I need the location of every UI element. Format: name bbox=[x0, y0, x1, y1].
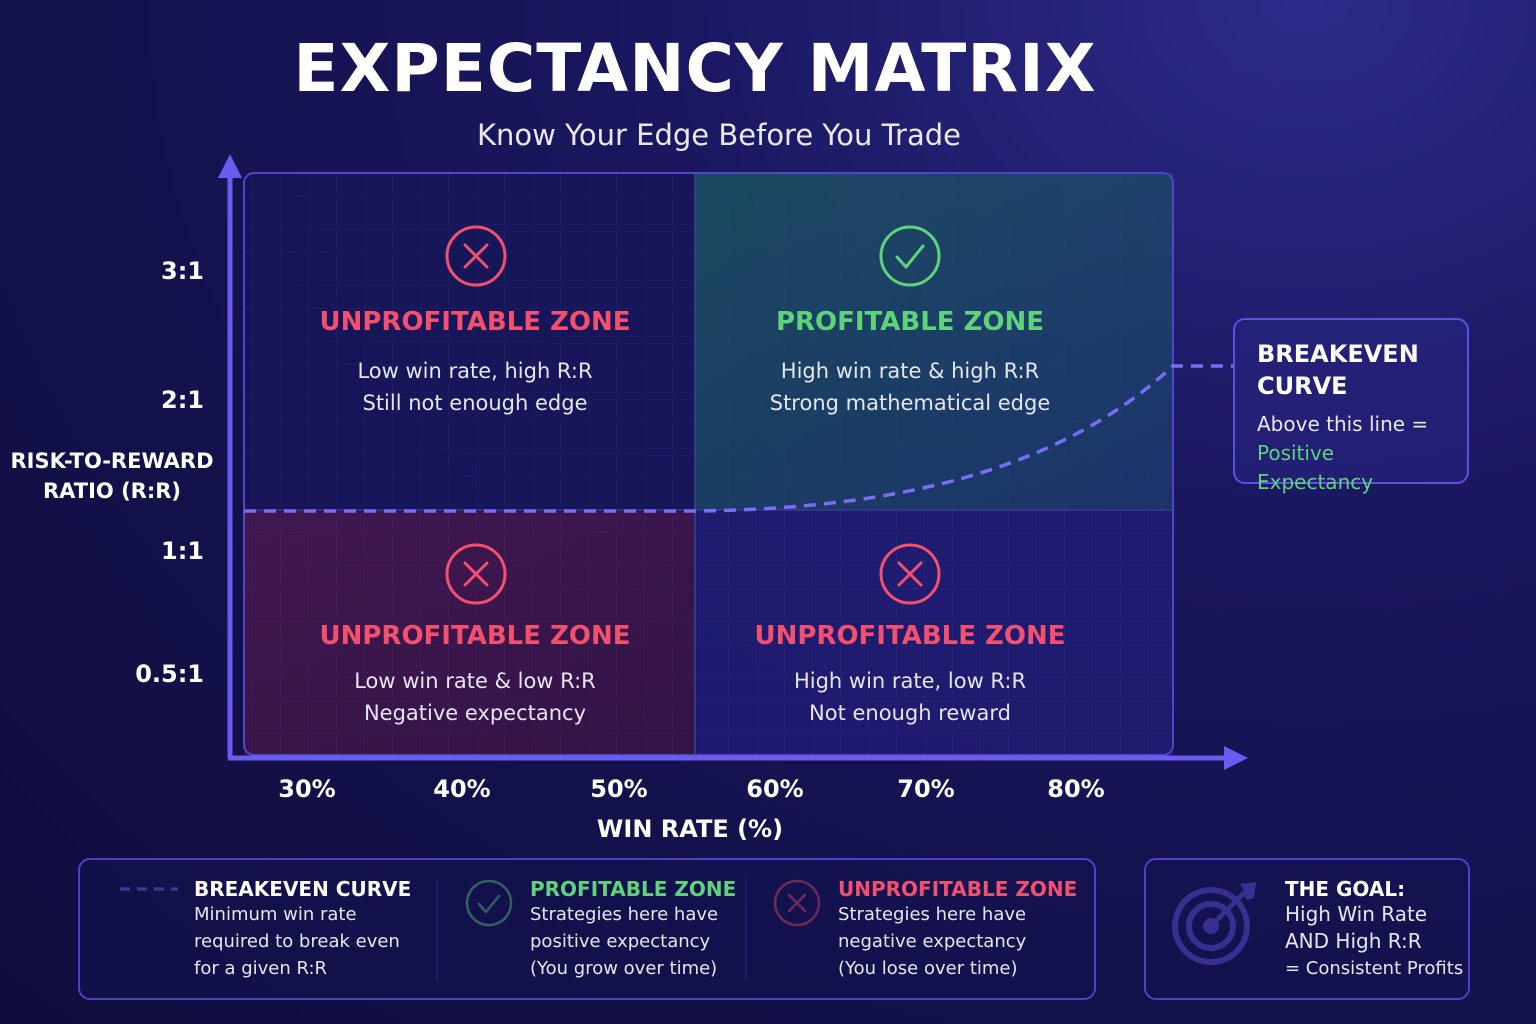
x-axis-arrow bbox=[1224, 746, 1248, 770]
quadrant-desc-line: High win rate, low R:R bbox=[793, 669, 1027, 693]
legend-panel bbox=[78, 858, 1096, 1000]
x-circle-icon bbox=[445, 543, 507, 605]
legend-title: PROFITABLE ZONE bbox=[530, 877, 737, 901]
legend-text: for a given R:R bbox=[194, 958, 328, 979]
page-title: EXPECTANCY MATRIX bbox=[293, 30, 1097, 107]
quadrant-desc-line: Not enough reward bbox=[809, 701, 1011, 725]
quadrant-desc: High win rate & high R:R Strong mathemat… bbox=[695, 355, 1125, 419]
goal-line: High Win Rate bbox=[1285, 902, 1428, 926]
legend-text: Strategies here have bbox=[530, 904, 719, 925]
x-circle-icon bbox=[879, 543, 941, 605]
x-circle-icon bbox=[445, 225, 507, 287]
quadrant-desc-line: Low win rate & low R:R bbox=[354, 669, 596, 693]
goal-title: THE GOAL: bbox=[1285, 877, 1406, 901]
legend-text: Strategies here have bbox=[838, 904, 1027, 925]
x-tick-label: 30% bbox=[278, 775, 336, 803]
legend-title: UNPROFITABLE ZONE bbox=[838, 877, 1078, 901]
quadrant-desc-line: Low win rate, high R:R bbox=[357, 359, 593, 383]
y-axis-label: RISK-TO-REWARD RATIO (R:R) bbox=[10, 446, 214, 506]
y-axis-label-line: RATIO (R:R) bbox=[42, 479, 182, 503]
quadrant-desc-line: Still not enough edge bbox=[362, 391, 588, 415]
callout-title-line: CURVE bbox=[1257, 372, 1348, 400]
callout-title: BREAKEVEN CURVE bbox=[1257, 338, 1445, 402]
legend-item-profitable: PROFITABLE ZONE Strategies here have pos… bbox=[530, 877, 736, 982]
x-tick-label: 50% bbox=[590, 775, 648, 803]
quadrant-title: UNPROFITABLE ZONE bbox=[319, 621, 631, 651]
x-axis-label: WIN RATE (%) bbox=[596, 815, 784, 843]
quadrant-desc-line: Negative expectancy bbox=[363, 701, 587, 725]
goal-panel bbox=[1144, 858, 1470, 1000]
quadrant-desc-line: High win rate & high R:R bbox=[780, 359, 1040, 383]
quadrant-desc: High win rate, low R:R Not enough reward bbox=[695, 665, 1125, 729]
quadrant-title: UNPROFITABLE ZONE bbox=[754, 621, 1066, 651]
legend-text: positive expectancy bbox=[530, 931, 711, 952]
breakeven-callout: BREAKEVEN CURVE Above this line = Positi… bbox=[1233, 318, 1469, 494]
legend-text: (You grow over time) bbox=[530, 958, 718, 979]
y-tick-label: 2:1 bbox=[161, 386, 204, 414]
y-axis-arrow bbox=[218, 154, 242, 178]
y-axis-label-line: RISK-TO-REWARD bbox=[10, 449, 214, 473]
quadrant-desc: Low win rate & low R:R Negative expectan… bbox=[244, 665, 706, 729]
quadrant-title: UNPROFITABLE ZONE bbox=[319, 307, 631, 337]
quadrant-desc-line: Strong mathematical edge bbox=[769, 391, 1051, 415]
x-tick-label: 60% bbox=[746, 775, 804, 803]
callout-text-line: Above this line = bbox=[1257, 412, 1429, 436]
legend-text: required to break even bbox=[194, 931, 400, 952]
callout-text: Above this line = Positive Expectancy bbox=[1257, 410, 1445, 497]
y-tick-label: 0.5:1 bbox=[135, 660, 204, 688]
legend-item-unprofitable: UNPROFITABLE ZONE Strategies here have n… bbox=[838, 877, 1077, 982]
grid bbox=[244, 173, 1173, 755]
legend-text: negative expectancy bbox=[838, 931, 1027, 952]
callout-title-line: BREAKEVEN bbox=[1257, 340, 1419, 368]
legend-title: BREAKEVEN CURVE bbox=[194, 877, 412, 901]
callout-text-highlight: Positive Expectancy bbox=[1257, 441, 1374, 494]
quadrant-title: PROFITABLE ZONE bbox=[775, 307, 1045, 337]
x-tick-label: 70% bbox=[897, 775, 955, 803]
goal-text: THE GOAL: High Win Rate AND High R:R = C… bbox=[1285, 877, 1463, 982]
check-circle-icon bbox=[879, 225, 941, 287]
legend-text: (You lose over time) bbox=[838, 958, 1018, 979]
legend-item-breakeven: BREAKEVEN CURVE Minimum win rate require… bbox=[194, 877, 411, 982]
matrix-border bbox=[243, 172, 1174, 756]
goal-line: AND High R:R bbox=[1285, 929, 1422, 953]
y-tick-label: 3:1 bbox=[161, 257, 204, 285]
legend-text: Minimum win rate bbox=[194, 904, 357, 925]
breakeven-curve bbox=[244, 364, 1235, 513]
page-subtitle: Know Your Edge Before You Trade bbox=[476, 118, 962, 152]
x-tick-label: 40% bbox=[433, 775, 491, 803]
y-tick-label: 1:1 bbox=[161, 537, 204, 565]
x-tick-label: 80% bbox=[1047, 775, 1105, 803]
goal-line: = Consistent Profits bbox=[1285, 958, 1464, 979]
quadrant-desc: Low win rate, high R:R Still not enough … bbox=[244, 355, 706, 419]
